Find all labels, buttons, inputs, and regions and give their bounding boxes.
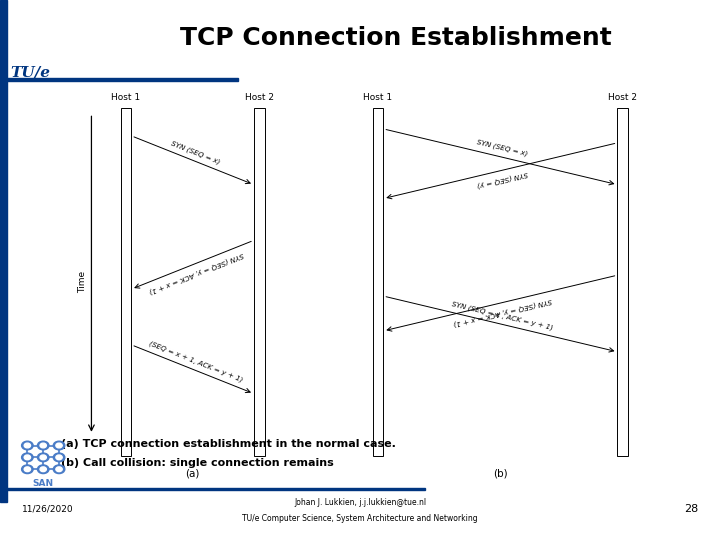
Bar: [618, 108, 628, 456]
Circle shape: [40, 455, 46, 460]
Text: TU/e: TU/e: [10, 66, 50, 80]
Text: SYN (SEQ = x): SYN (SEQ = x): [171, 139, 221, 165]
Text: (b) Call collision: single connection remains: (b) Call collision: single connection re…: [61, 458, 334, 468]
Text: (a): (a): [186, 468, 199, 478]
Text: SYN (SEQ = y, ACK = x + 1): SYN (SEQ = y, ACK = x + 1): [148, 251, 244, 294]
Text: (SEQ = x + 1, ACK = y + 1): (SEQ = x + 1, ACK = y + 1): [148, 340, 243, 383]
Circle shape: [22, 441, 33, 450]
Circle shape: [37, 465, 49, 474]
Text: Host 1: Host 1: [364, 92, 392, 102]
Circle shape: [56, 467, 62, 471]
Circle shape: [53, 465, 65, 474]
Circle shape: [53, 441, 65, 450]
Bar: [373, 108, 384, 456]
Circle shape: [40, 467, 46, 471]
Text: TCP Connection Establishment: TCP Connection Establishment: [180, 26, 612, 50]
Bar: [0, 0, 7, 502]
Circle shape: [37, 453, 49, 462]
Text: TU/e Computer Science, System Architecture and Networking: TU/e Computer Science, System Architectu…: [242, 514, 478, 523]
Text: (b): (b): [493, 468, 508, 478]
Bar: [7, 488, 425, 490]
Text: Host 1: Host 1: [112, 92, 140, 102]
Bar: [121, 108, 132, 456]
Text: SYN (SEQ = y, ACK = x + 1): SYN (SEQ = y, ACK = x + 1): [452, 296, 552, 326]
Bar: [7, 78, 238, 81]
Circle shape: [56, 455, 62, 460]
Text: Time: Time: [78, 271, 86, 293]
Text: SYN (SEQ = x , ACK = y + 1): SYN (SEQ = x , ACK = y + 1): [451, 300, 554, 330]
Circle shape: [22, 465, 33, 474]
Circle shape: [40, 443, 46, 448]
Text: Host 2: Host 2: [245, 92, 274, 102]
Circle shape: [22, 453, 33, 462]
Text: SAN: SAN: [32, 479, 54, 488]
Text: Host 2: Host 2: [608, 92, 637, 102]
Text: (a) TCP connection establishment in the normal case.: (a) TCP connection establishment in the …: [61, 439, 396, 449]
Text: SYN (SEQ = y): SYN (SEQ = y): [476, 170, 528, 188]
Circle shape: [24, 467, 30, 471]
Bar: [253, 108, 265, 456]
Text: SYN (SEQ = x): SYN (SEQ = x): [476, 139, 528, 158]
Circle shape: [56, 443, 62, 448]
Circle shape: [37, 441, 49, 450]
Circle shape: [24, 443, 30, 448]
Text: 28: 28: [684, 504, 698, 514]
Text: 11/26/2020: 11/26/2020: [22, 504, 73, 513]
Circle shape: [24, 455, 30, 460]
Text: Johan J. Lukkien, j.j.lukkien@tue.nl: Johan J. Lukkien, j.j.lukkien@tue.nl: [294, 497, 426, 507]
Circle shape: [53, 453, 65, 462]
